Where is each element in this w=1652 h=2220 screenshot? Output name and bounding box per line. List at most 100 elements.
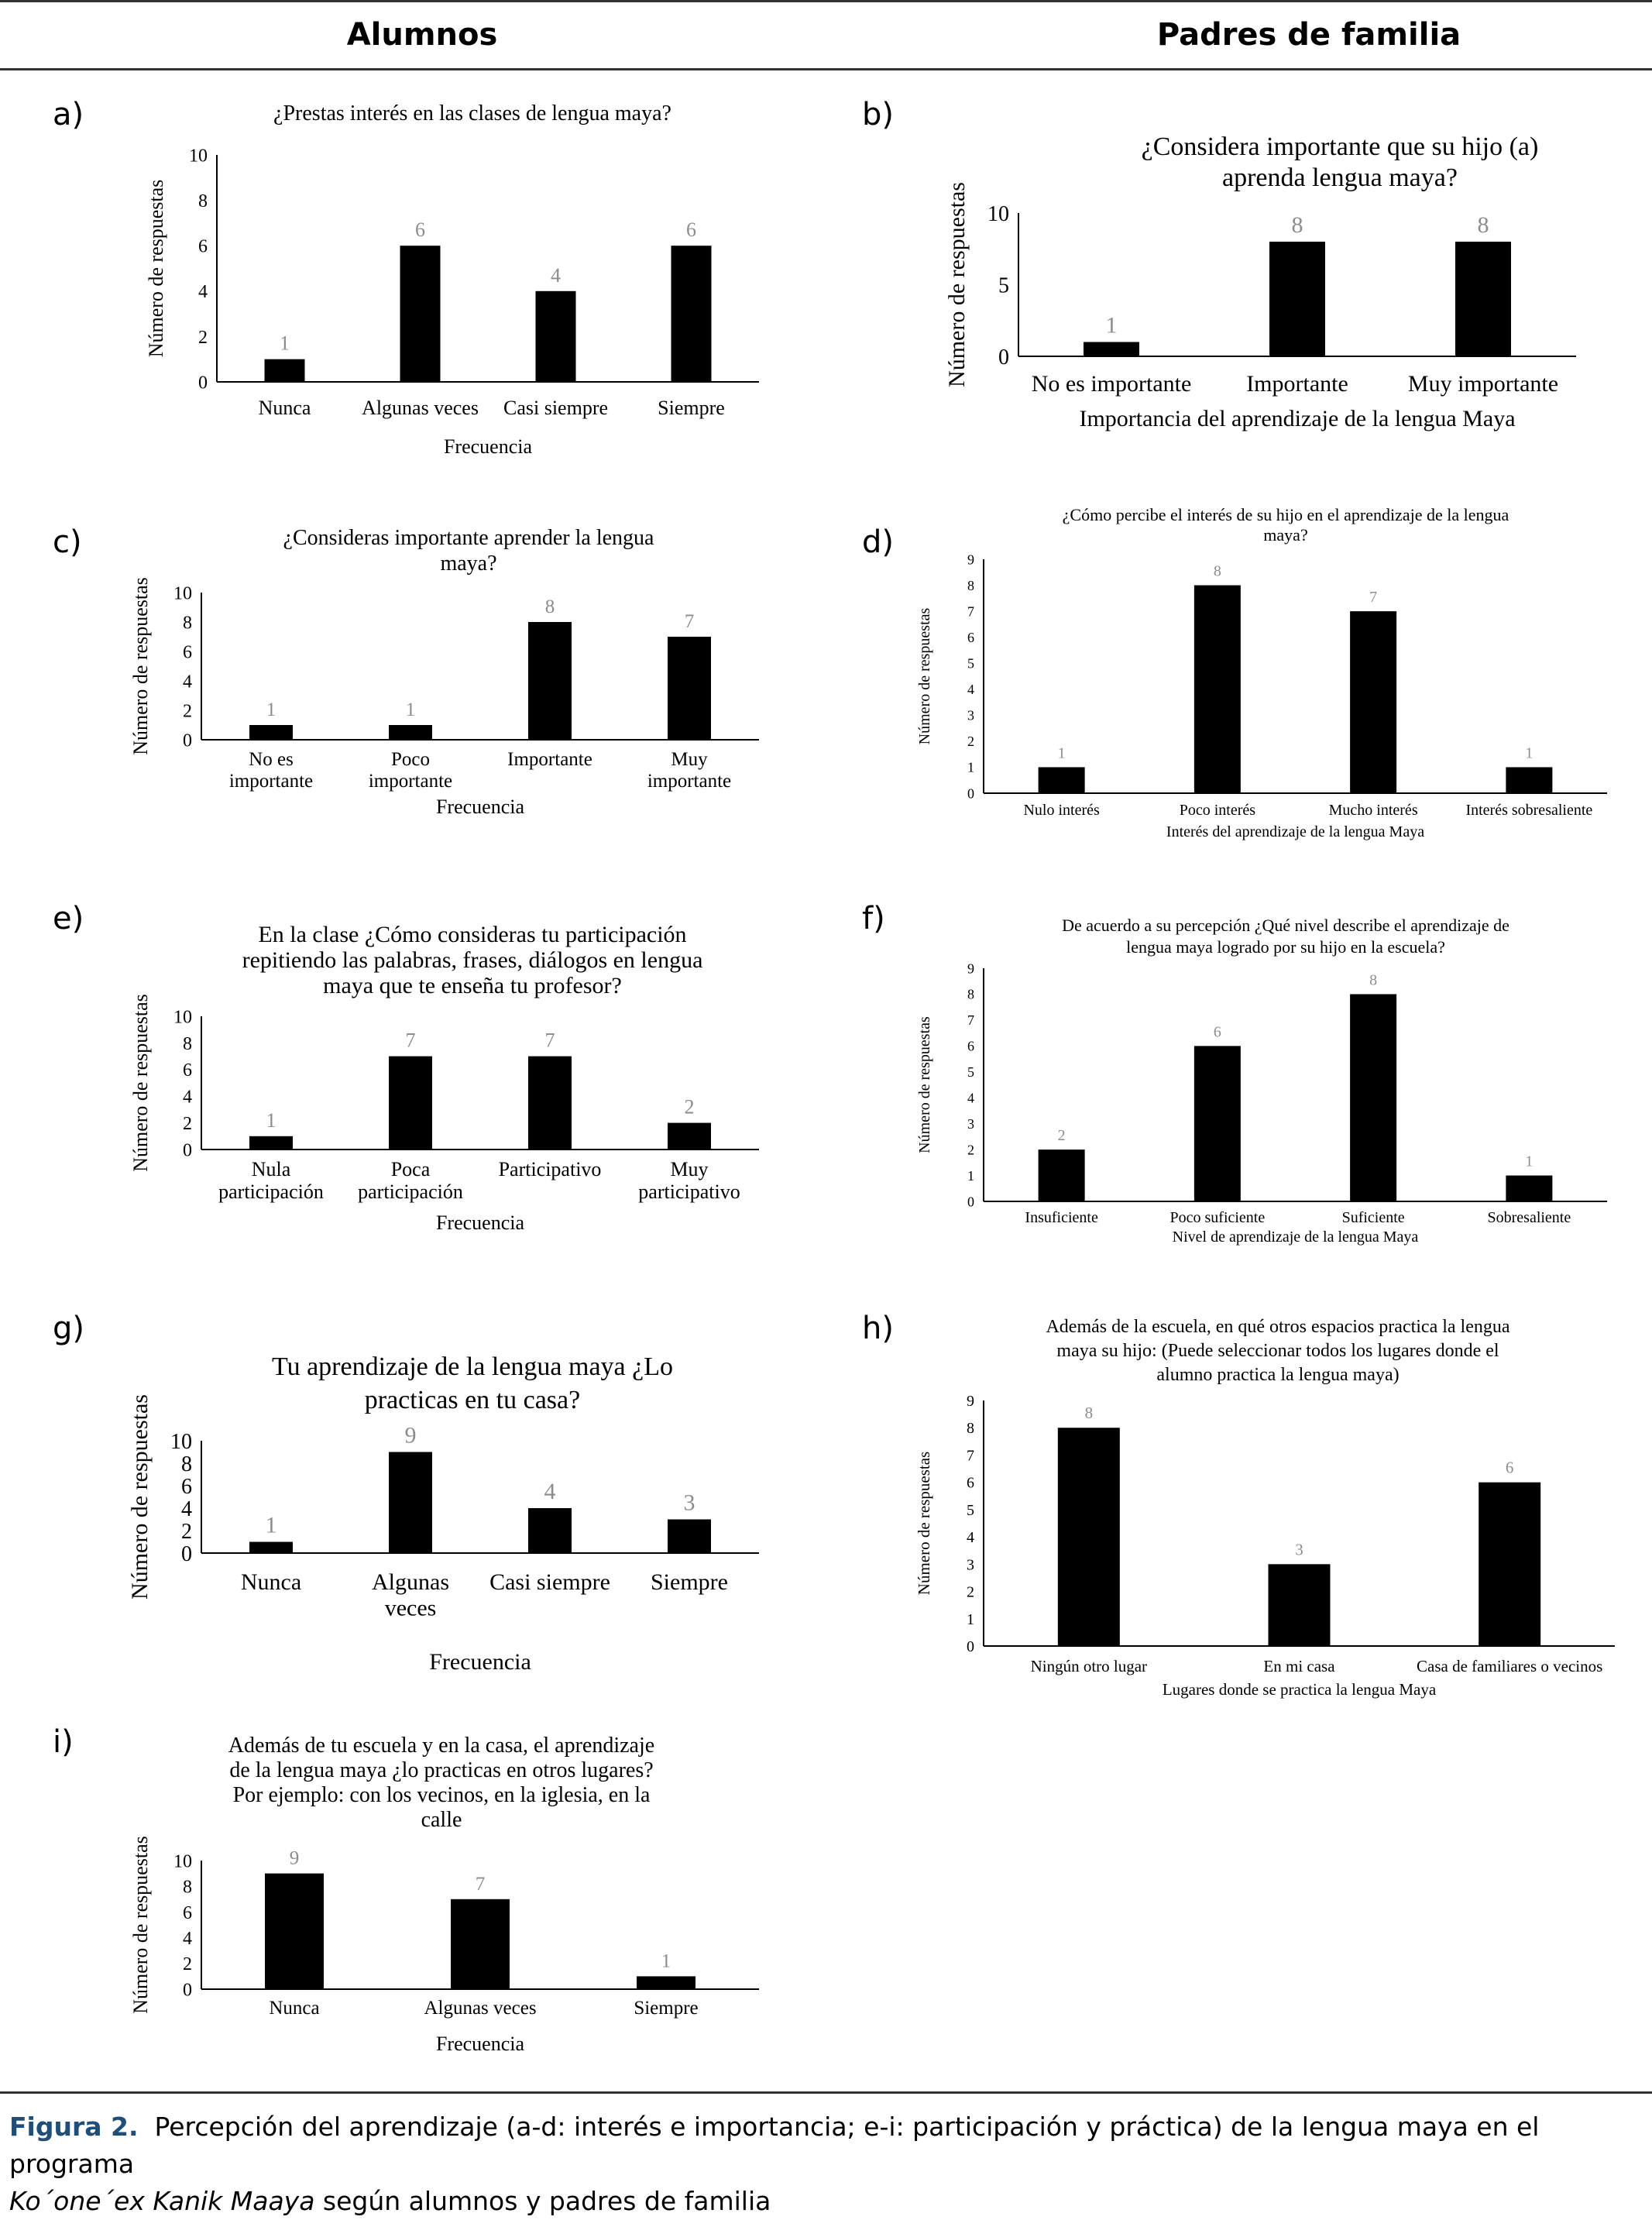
y-tick-label: 3: [967, 708, 974, 723]
y-tick-label: 2: [198, 328, 208, 348]
y-tick-label: 9: [967, 1393, 974, 1410]
category-label: En mi casa: [1263, 1657, 1335, 1675]
category-label: Algunas: [372, 1569, 449, 1595]
category-label: Casi siempre: [503, 397, 608, 419]
bar: [389, 1056, 432, 1150]
y-tick-label: 4: [967, 1091, 974, 1106]
category-label: Algunas veces: [362, 397, 479, 419]
y-tick-label: 3: [967, 1556, 974, 1573]
y-tick-label: 2: [967, 1142, 974, 1157]
y-tick-label: 1: [967, 1611, 974, 1628]
y-tick-label: 4: [183, 1929, 192, 1949]
data-label: 1: [266, 699, 276, 720]
category-label: Sobresaliente: [1488, 1209, 1571, 1226]
bar: [249, 1136, 293, 1150]
data-label: 1: [266, 1513, 277, 1538]
y-axis-title: Número de respuestas: [145, 180, 167, 358]
y-tick-label: 0: [183, 1140, 192, 1160]
data-label: 6: [686, 218, 696, 241]
data-label: 7: [545, 1029, 555, 1052]
bar: [1269, 242, 1325, 356]
caption-program-name: Ko´one´ex Kanik Maaya: [9, 2186, 315, 2216]
data-label: 4: [544, 1479, 556, 1504]
bar-chart-f: De acuerdo a su percepción ¿Qué nivel de…: [916, 916, 1607, 1246]
y-tick-label: 2: [183, 1114, 192, 1134]
y-tick-label: 6: [183, 1060, 192, 1081]
caption-label: Figura 2.: [9, 2112, 139, 2142]
category-label: Participativo: [499, 1158, 602, 1180]
y-tick-label: 6: [181, 1475, 192, 1499]
category-label: veces: [385, 1596, 437, 1621]
data-label: 8: [1478, 212, 1489, 238]
y-tick-label: 2: [181, 1520, 192, 1544]
category-label: Siempre: [658, 397, 725, 419]
y-axis-title: Número de respuestas: [916, 1016, 933, 1153]
bar-chart-c: ¿Consideras importante aprender la lengu…: [129, 526, 759, 818]
bar: [668, 637, 711, 740]
panel-letter-h: h): [862, 1311, 894, 1346]
category-label: Muy: [671, 749, 708, 770]
y-tick-label: 2: [183, 701, 192, 721]
bar: [668, 1519, 711, 1553]
chart-title: aprenda lengua maya?: [1222, 163, 1458, 192]
data-label: 1: [280, 332, 290, 355]
bar: [400, 246, 441, 382]
data-label: 2: [1058, 1127, 1066, 1144]
y-tick-label: 4: [198, 282, 208, 302]
bar-chart-e: En la clase ¿Cómo consideras tu particip…: [129, 922, 759, 1234]
y-axis-title: Número de respuestas: [129, 1836, 152, 2014]
data-label: 7: [685, 611, 695, 632]
bar: [1455, 242, 1511, 356]
y-axis-title: Número de respuestas: [916, 607, 933, 744]
y-tick-label: 0: [183, 730, 192, 751]
category-label: Nulo interés: [1023, 802, 1100, 819]
bar: [249, 725, 293, 740]
bar: [1084, 342, 1139, 356]
y-tick-label: 6: [967, 1475, 974, 1492]
category-label: No es importante: [1032, 371, 1192, 397]
category-label: participativo: [638, 1180, 740, 1203]
bar: [1506, 1175, 1553, 1201]
bar: [671, 246, 712, 382]
y-tick-label: 6: [967, 1039, 974, 1054]
y-tick-label: 1: [967, 1168, 974, 1184]
x-axis-title: Importancia del aprendizaje de la lengua…: [1079, 406, 1515, 431]
category-label: Poca: [391, 1158, 431, 1180]
y-tick-label: 8: [183, 613, 192, 633]
y-tick-label: 8: [967, 578, 974, 593]
data-label: 7: [1369, 589, 1377, 606]
bar: [528, 1508, 572, 1553]
chart-title: ¿Considera importante que su hijo (a): [1142, 132, 1539, 161]
data-label: 1: [406, 699, 416, 720]
bar: [637, 1976, 695, 1989]
data-label: 8: [1369, 971, 1377, 988]
chart-title: calle: [421, 1808, 462, 1832]
data-label: 1: [1525, 1153, 1533, 1170]
data-label: 6: [415, 218, 425, 241]
data-label: 1: [1525, 744, 1533, 761]
chart-title: maya que te enseña tu profesor?: [323, 973, 622, 998]
category-label: Nula: [252, 1158, 291, 1180]
y-tick-label: 3: [967, 1116, 974, 1132]
bar: [535, 290, 576, 382]
category-label: Interés sobresaliente: [1465, 802, 1592, 819]
panel-letter-a: a): [53, 97, 84, 132]
category-label: Siempre: [651, 1569, 728, 1595]
y-tick-label: 2: [967, 1584, 974, 1601]
y-tick-label: 6: [183, 1903, 192, 1923]
category-label: importante: [229, 771, 313, 792]
y-tick-label: 0: [967, 1194, 974, 1209]
y-tick-label: 10: [189, 146, 208, 166]
chart-title: Por ejemplo: con los vecinos, en la igle…: [233, 1783, 651, 1807]
y-tick-label: 2: [967, 734, 974, 749]
bar: [1193, 1046, 1241, 1201]
category-label: Muy: [670, 1158, 708, 1180]
y-tick-label: 8: [181, 1452, 192, 1476]
bar: [265, 1873, 324, 1989]
y-tick-label: 5: [967, 1064, 974, 1080]
category-label: Mucho interés: [1329, 802, 1418, 819]
y-tick-label: 0: [998, 345, 1009, 369]
y-tick-label: 10: [170, 1430, 192, 1454]
y-tick-label: 4: [967, 682, 974, 697]
caption-tail: según alumnos y padres de familia: [314, 2186, 771, 2216]
